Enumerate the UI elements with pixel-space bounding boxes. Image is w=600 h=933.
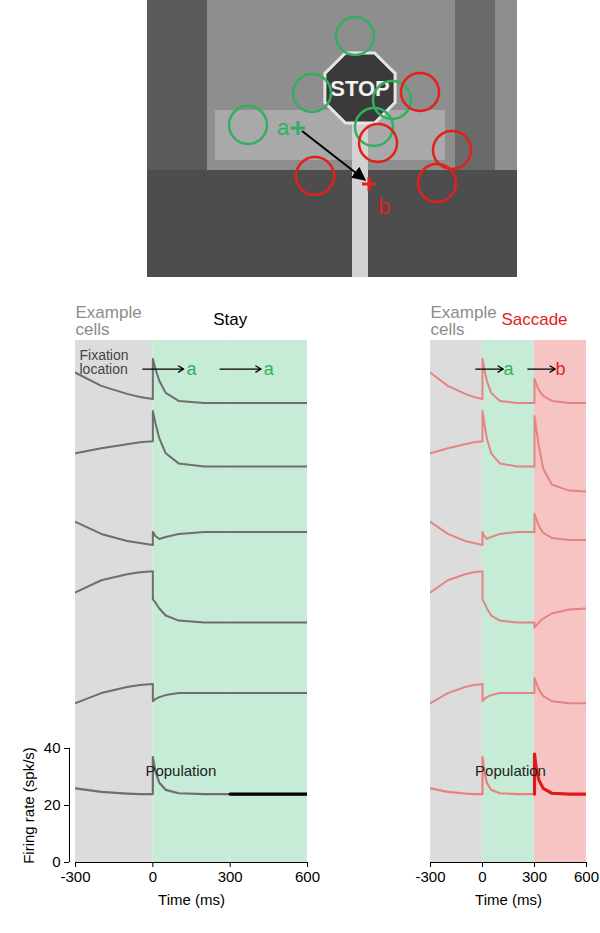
svg-text:300: 300 (522, 868, 547, 885)
svg-text:0: 0 (52, 853, 60, 870)
svg-text:300: 300 (218, 868, 243, 885)
svg-text:Time (ms): Time (ms) (475, 891, 542, 908)
svg-text:Population: Population (475, 762, 546, 779)
svg-text:STOP: STOP (330, 76, 390, 101)
svg-text:Firing rate (spk/s): Firing rate (spk/s) (20, 747, 37, 864)
svg-text:a: a (264, 359, 275, 379)
svg-text:Population: Population (145, 762, 216, 779)
svg-text:Fixationlocation: Fixationlocation (80, 347, 129, 377)
svg-text:a: a (503, 359, 514, 379)
svg-text:Stay: Stay (213, 310, 248, 329)
svg-text:-300: -300 (60, 868, 90, 885)
svg-text:40: 40 (44, 739, 61, 756)
svg-text:0: 0 (478, 868, 486, 885)
svg-text:-300: -300 (415, 868, 445, 885)
svg-text:Examplecells: Examplecells (431, 303, 497, 339)
svg-text:600: 600 (295, 868, 320, 885)
svg-text:Saccade: Saccade (501, 310, 567, 329)
svg-text:a: a (186, 359, 197, 379)
svg-text:a: a (277, 115, 290, 140)
svg-text:Time (ms): Time (ms) (158, 891, 225, 908)
svg-text:0: 0 (149, 868, 157, 885)
svg-text:b: b (555, 359, 565, 379)
svg-text:600: 600 (574, 868, 599, 885)
svg-text:b: b (378, 194, 390, 219)
svg-text:Examplecells: Examplecells (76, 303, 142, 339)
svg-text:20: 20 (44, 796, 61, 813)
